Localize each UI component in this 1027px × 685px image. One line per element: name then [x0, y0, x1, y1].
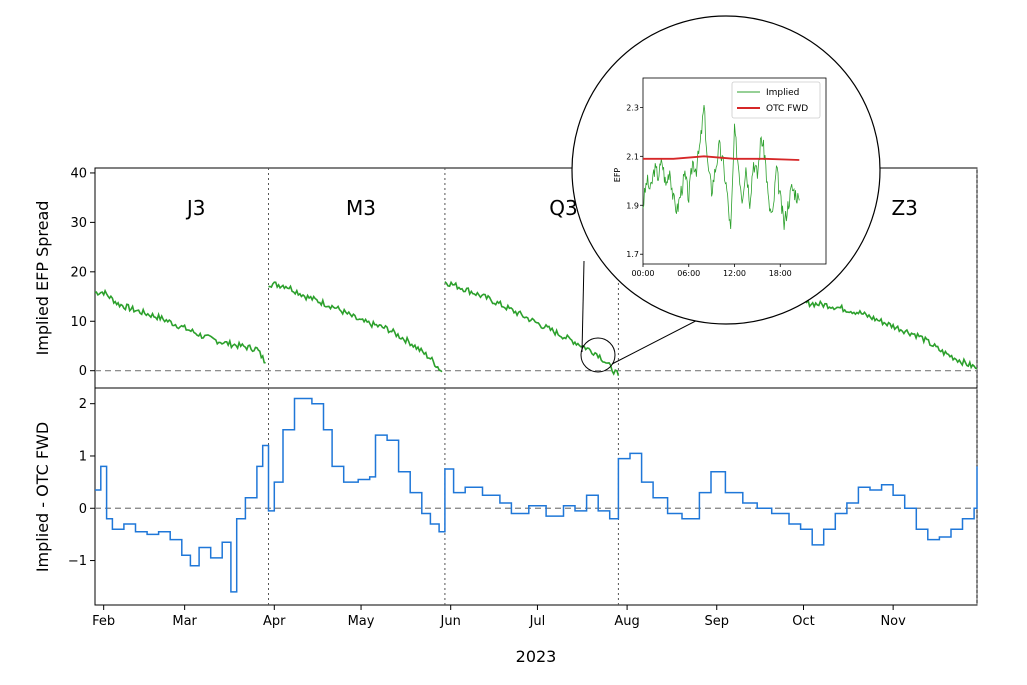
bottom-y-ticks: −1 0 1 2 [68, 397, 95, 569]
top-y-ticks: 0 10 20 30 40 [70, 166, 95, 379]
x-axis-ticks: Feb Mar Apr May Jun Jul Aug Sep Oct Nov [92, 605, 906, 629]
top-y-axis-label: Implied EFP Spread [33, 201, 52, 356]
inset-series-implied [642, 104, 800, 230]
bottom-panel: −1 0 1 2 Feb Mar Apr May Jun Jul Aug Sep Oct Nov Imp… [33, 387, 978, 666]
inset-series-otc-fwd [643, 155, 800, 161]
x-tick-label: Aug [614, 614, 639, 629]
bottom-y-axis-label: Implied - OTC FWD [33, 422, 52, 572]
bottom-y-tick-label: 0 [79, 502, 87, 517]
zoom-connector-upper [581, 260, 585, 353]
bottom-y-tick-label: 2 [79, 397, 87, 412]
top-y-tick-label: 30 [70, 216, 87, 231]
inset-x-tick-label: 00:00 [631, 269, 654, 278]
top-y-tick-label: 20 [70, 265, 87, 280]
inset-x-tick-label: 06:00 [677, 269, 700, 278]
contract-label-m3: M3 [346, 196, 376, 220]
top-series-group [94, 280, 978, 376]
top-series-segment-3 [444, 280, 620, 376]
inset-zoom: 1.7 1.9 2.1 2.3 00:00 06:00 12:00 18:00 EFP Im… [571, 15, 881, 325]
x-tick-label: Apr [263, 614, 286, 629]
bottom-y-tick-label: 1 [79, 449, 87, 464]
inset-y-axis-label: EFP [613, 168, 622, 183]
inset-y-tick-label: 2.3 [626, 103, 639, 112]
contract-label-z3: Z3 [891, 196, 917, 220]
x-tick-label: Jul [529, 614, 546, 629]
zoom-source-circle [580, 337, 616, 373]
bottom-panel-frame [94, 387, 978, 606]
x-tick-label: Jun [440, 614, 461, 629]
contract-label-q3: Q3 [549, 196, 577, 220]
legend-label-otc: OTC FWD [766, 104, 808, 114]
x-tick-label: Sep [704, 614, 729, 629]
top-y-tick-label: 40 [70, 166, 87, 181]
x-tick-label: Nov [880, 614, 906, 629]
inset-legend: Implied OTC FWD [731, 81, 821, 119]
inset-x-ticks: 00:00 06:00 12:00 18:00 [631, 264, 792, 278]
inset-y-tick-label: 2.1 [626, 152, 639, 161]
x-tick-label: May [348, 614, 375, 629]
inset-series-group [642, 104, 800, 230]
top-y-tick-label: 0 [79, 364, 87, 379]
x-tick-label: Mar [172, 614, 197, 629]
legend-label-implied: Implied [766, 88, 799, 98]
x-tick-label: Feb [92, 614, 115, 629]
top-series-segment-4 [803, 298, 978, 370]
inset-x-tick-label: 18:00 [769, 269, 792, 278]
inset-y-tick-label: 1.9 [626, 201, 639, 210]
contract-label-j3: J3 [185, 196, 206, 220]
bottom-series-group [95, 397, 978, 593]
x-tick-label: Oct [792, 614, 814, 629]
bottom-vertical-markers [268, 388, 978, 605]
top-series-segment-1 [94, 288, 266, 364]
inset-y-ticks: 1.7 1.9 2.1 2.3 [626, 103, 643, 259]
x-axis-label: 2023 [516, 647, 557, 666]
bottom-y-tick-label: −1 [68, 554, 87, 569]
contract-labels: J3 M3 Q3 Z3 [185, 196, 918, 220]
top-y-tick-label: 10 [70, 315, 87, 330]
inset-y-tick-label: 1.7 [626, 250, 639, 259]
top-series-segment-2 [268, 281, 443, 373]
inset-x-tick-label: 12:00 [723, 269, 746, 278]
bottom-series-line [95, 397, 978, 593]
